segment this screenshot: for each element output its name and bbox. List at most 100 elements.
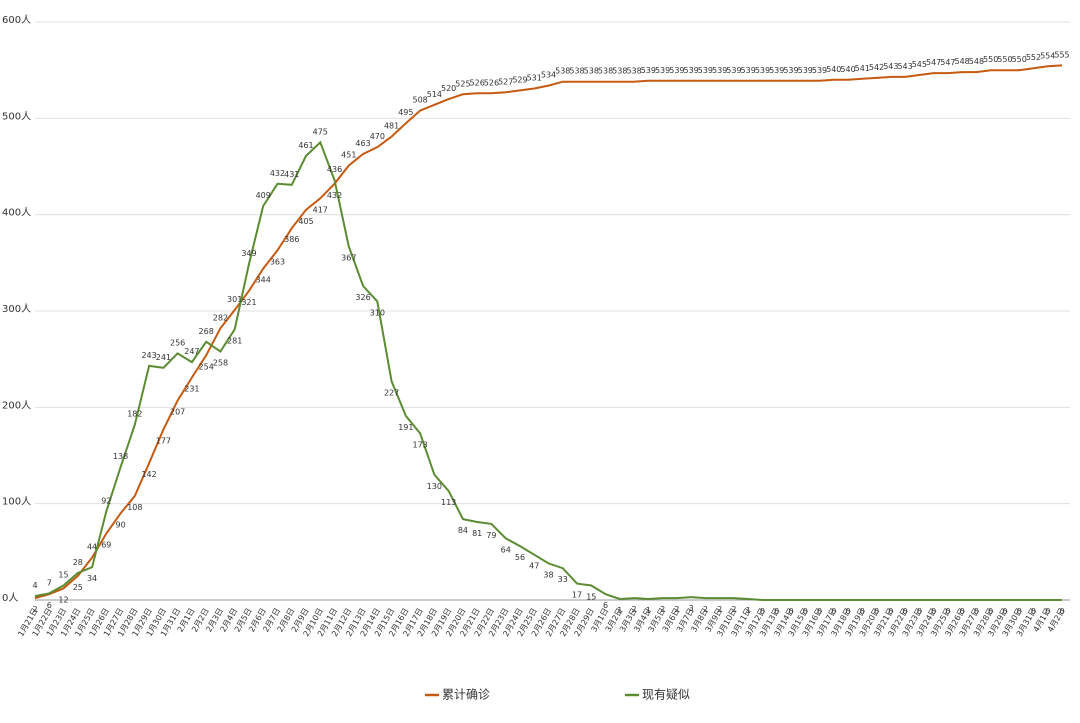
- data-label: 432: [270, 169, 285, 178]
- data-label: 367: [341, 253, 356, 262]
- data-label: 539: [712, 66, 727, 75]
- data-label: 470: [370, 132, 385, 141]
- y-tick-label: 100人: [2, 496, 31, 508]
- data-label: 33: [558, 575, 568, 584]
- data-label: 243: [141, 351, 156, 360]
- data-label: 0: [888, 607, 893, 616]
- data-label: 0: [803, 607, 808, 616]
- data-label: 538: [612, 67, 627, 76]
- data-label: 495: [398, 108, 413, 117]
- data-label: 0: [1045, 607, 1050, 616]
- data-label: 417: [313, 205, 328, 214]
- data-label: 514: [427, 90, 442, 99]
- data-label: 461: [298, 141, 313, 150]
- data-label: 17: [572, 591, 582, 600]
- data-label: 554: [1040, 51, 1055, 60]
- series-line: [34, 64, 1063, 600]
- data-label: 0: [1017, 607, 1022, 616]
- y-tick-label: 600人: [2, 14, 31, 26]
- data-label: 0: [788, 607, 793, 616]
- data-label: 0: [960, 607, 965, 616]
- data-label: 552: [1026, 53, 1041, 62]
- data-label: 539: [655, 66, 670, 75]
- data-label: 431: [284, 170, 299, 179]
- data-label: 534: [541, 71, 556, 80]
- legend-label: 现有疑似: [642, 687, 690, 702]
- data-label: 409: [256, 191, 271, 200]
- data-label: 539: [683, 66, 698, 75]
- data-label: 1: [617, 606, 622, 615]
- data-label: 258: [213, 358, 228, 367]
- data-label: 0: [845, 607, 850, 616]
- data-label: 256: [170, 338, 185, 347]
- data-label: 0: [945, 607, 950, 616]
- data-label: 56: [515, 553, 525, 562]
- data-label: 451: [341, 151, 356, 160]
- data-label: 543: [897, 62, 912, 71]
- data-label: 539: [698, 66, 713, 75]
- data-label: 0: [931, 607, 936, 616]
- data-label: 15: [58, 571, 68, 580]
- data-label: 548: [955, 57, 970, 66]
- data-label: 2: [717, 605, 722, 614]
- data-label: 548: [969, 57, 984, 66]
- data-label: 363: [270, 257, 285, 266]
- data-label: 526: [470, 78, 485, 87]
- data-label: 540: [840, 65, 855, 74]
- data-label: 540: [826, 65, 841, 74]
- data-label: 268: [199, 327, 214, 336]
- data-label: 44: [87, 543, 97, 552]
- data-label: 538: [584, 67, 599, 76]
- data-label: 15: [586, 593, 596, 602]
- data-label: 301: [227, 295, 242, 304]
- data-label: 0: [1059, 607, 1064, 616]
- data-label: 432: [327, 191, 342, 200]
- data-label: 547: [940, 58, 955, 67]
- data-label: 142: [141, 470, 156, 479]
- data-label: 0: [831, 607, 836, 616]
- data-label: 550: [1012, 55, 1027, 64]
- data-label: 539: [798, 66, 813, 75]
- data-label: 539: [812, 66, 827, 75]
- data-label: 529: [512, 75, 527, 84]
- data-label: 64: [501, 545, 511, 554]
- data-label: 0: [774, 607, 779, 616]
- data-label: 525: [455, 79, 470, 88]
- data-label: 542: [869, 63, 884, 72]
- data-label: 28: [73, 558, 83, 567]
- data-label: 207: [170, 408, 185, 417]
- data-label: 247: [184, 347, 199, 356]
- data-label: 182: [127, 410, 142, 419]
- data-label: 0: [817, 607, 822, 616]
- data-label: 138: [113, 452, 128, 461]
- data-label: 25: [73, 583, 83, 592]
- data-label: 531: [527, 73, 542, 82]
- y-tick-label: 0人: [2, 592, 18, 604]
- data-label: 0: [874, 607, 879, 616]
- data-label: 550: [983, 55, 998, 64]
- data-label: 130: [427, 482, 442, 491]
- data-label: 539: [755, 66, 770, 75]
- data-label: 0: [917, 607, 922, 616]
- data-label: 0: [860, 607, 865, 616]
- data-label: 547: [926, 58, 941, 67]
- data-label: 173: [412, 440, 427, 449]
- data-label: 386: [284, 235, 299, 244]
- data-label: 282: [213, 313, 228, 322]
- data-label: 0: [1002, 607, 1007, 616]
- data-label: 38: [543, 570, 553, 579]
- data-label: 113: [441, 498, 456, 507]
- data-label: 543: [883, 62, 898, 71]
- data-label: 2: [674, 605, 679, 614]
- data-label: 1: [746, 606, 751, 615]
- data-label: 2: [703, 605, 708, 614]
- data-label: 92: [101, 496, 111, 505]
- data-label: 281: [227, 336, 242, 345]
- data-label: 0: [974, 607, 979, 616]
- data-label: 538: [569, 67, 584, 76]
- legend-label: 累计确诊: [442, 688, 490, 702]
- data-label: 90: [115, 520, 125, 529]
- data-label: 321: [241, 298, 256, 307]
- data-label: 2: [32, 605, 37, 614]
